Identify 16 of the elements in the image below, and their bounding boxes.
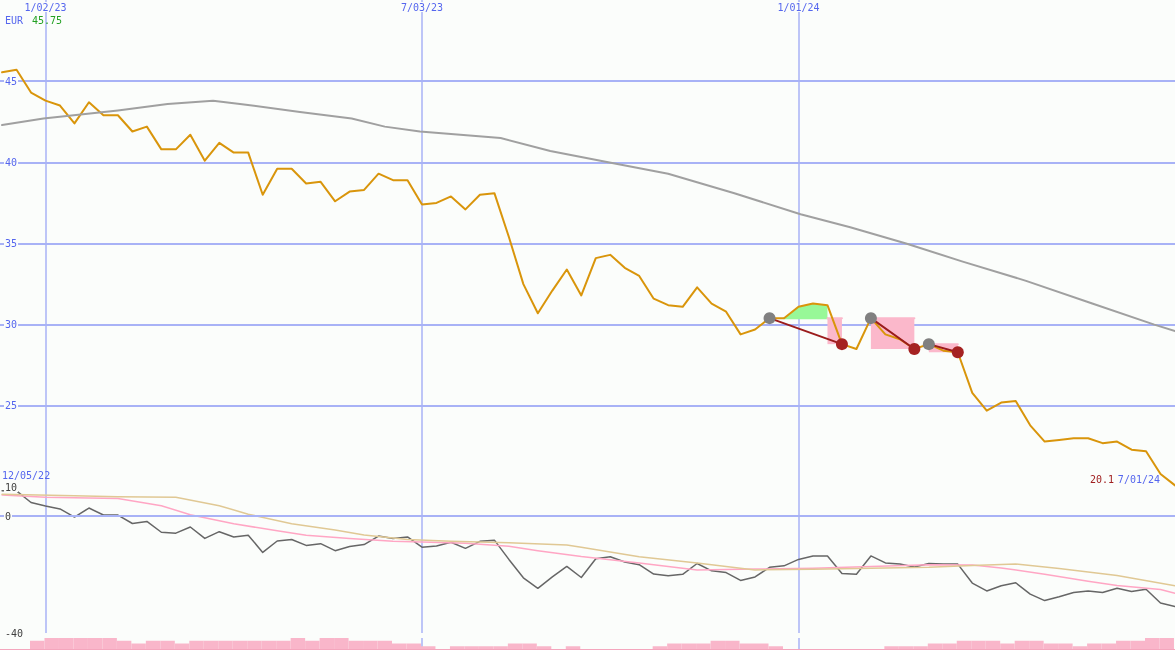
y-tick-label: -40 — [5, 627, 24, 639]
y-tick-label: 35 — [5, 238, 18, 249]
y-tick-label: 25 — [5, 400, 18, 412]
annotation: 12/05/22 — [2, 469, 51, 481]
annotation: 7/01/24 — [1117, 473, 1161, 485]
x-tick-label: 7/03/23 — [400, 1, 444, 13]
y-tick-label: 30 — [5, 319, 18, 331]
annotation: 20.1 — [1090, 473, 1115, 485]
annotation: EUR — [5, 14, 25, 26]
y-tick-label: 0 — [5, 510, 12, 522]
y-tick-label: 45 — [5, 75, 18, 87]
x-tick-label: 1/02/23 — [24, 1, 67, 13]
y-tick-label: 40 — [5, 156, 18, 168]
x-tick-label: 1/01/24 — [777, 1, 820, 13]
annotation: 45.75 — [32, 14, 63, 26]
y-tick-label: 10 — [5, 481, 18, 493]
